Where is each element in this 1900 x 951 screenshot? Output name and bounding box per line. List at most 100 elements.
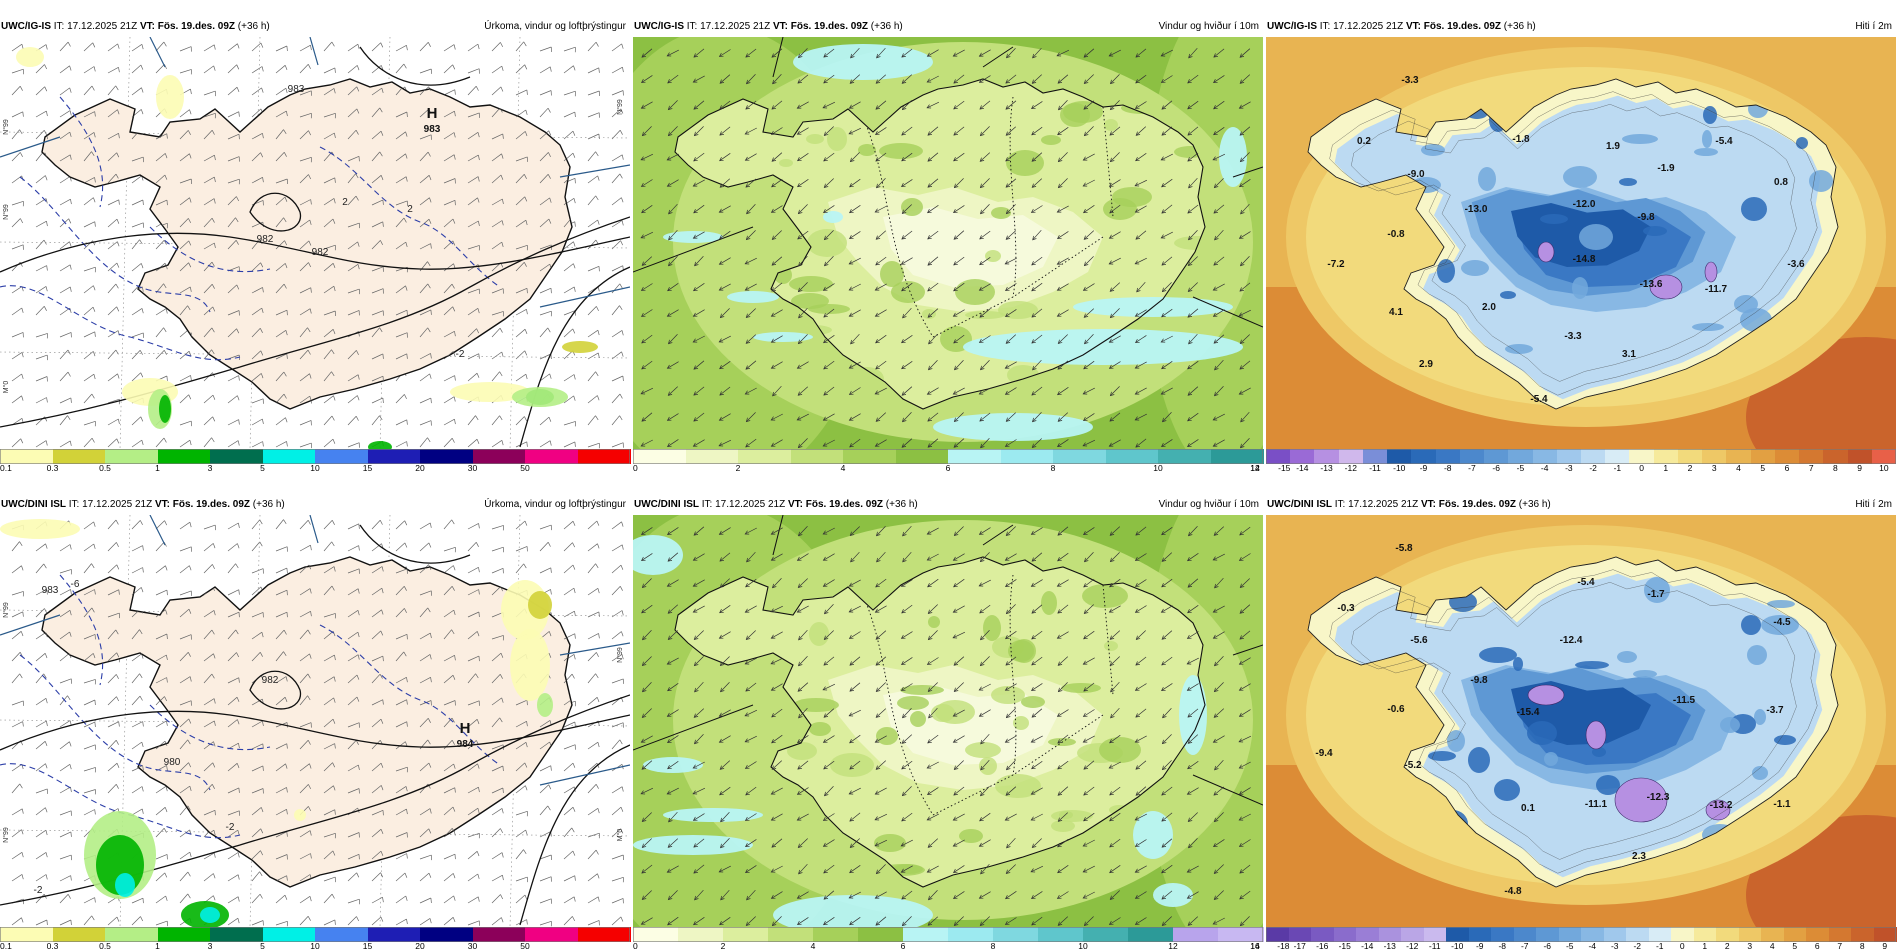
- isobar-label: 980: [164, 757, 181, 768]
- wind-barb-feather: [143, 200, 144, 205]
- wind-speed-field: [633, 515, 1263, 927]
- panel-header: UWC/IG-IS IT: 17.12.2025 21Z VT: Fös. 19…: [633, 17, 1263, 37]
- wind-barb-feather: [71, 920, 72, 925]
- lead-time: (+36 h): [871, 21, 903, 32]
- isobar-label: 982: [312, 247, 329, 258]
- graticule-edge-label: M°0: [616, 829, 624, 842]
- lead-time: (+36 h): [253, 499, 285, 510]
- wind-barb-feather: [431, 310, 432, 315]
- dashed-isoline-label: 2: [342, 197, 348, 208]
- temperature-value-label: -12.0: [1573, 199, 1596, 210]
- isobar-label: 983: [288, 84, 305, 95]
- colorbar-tick-label: 2: [736, 463, 741, 473]
- colorbar-tick-label: 10: [1879, 463, 1888, 473]
- wind-barb-feather: [383, 200, 384, 205]
- graticule-edge-label: N°99: [616, 647, 624, 663]
- dashed-isoline-label: 2: [407, 204, 413, 215]
- temperature-value-label: 3.1: [1622, 349, 1636, 360]
- graticule-edge-label: M°0: [2, 381, 10, 394]
- panel-igis-precip: UWC/IG-IS IT: 17.12.2025 21Z VT: Fös. 19…: [0, 17, 630, 472]
- panel-header: UWC/IG-IS IT: 17.12.2025 21Z VT: Fös. 19…: [1266, 17, 1896, 37]
- model-name: UWC/DINI ISL: [634, 499, 699, 510]
- panel-dini-wind: UWC/DINI ISL IT: 17.12.2025 21Z VT: Fös.…: [633, 495, 1263, 950]
- colorbar-tick-label: 1: [1663, 463, 1668, 473]
- wind-barb-feather: [575, 112, 576, 117]
- panel-title: Vindur og hviður í 10m: [1159, 17, 1259, 37]
- panel-title: Úrkoma, vindur og loftþrýstingur: [484, 495, 626, 515]
- temperature-value-label: 0.8: [1774, 177, 1788, 188]
- colorbar-tick-label: 0.1: [0, 463, 12, 473]
- colorbar-tick-label: -11: [1369, 463, 1381, 473]
- colorbar-tick-label: -12: [1345, 463, 1357, 473]
- wind-barb-feather: [335, 920, 336, 925]
- wind-barb-feather: [479, 612, 480, 617]
- panel-header: UWC/DINI ISL IT: 17.12.2025 21Z VT: Fös.…: [0, 495, 630, 515]
- colorbar-tick-label: -2: [1589, 463, 1597, 473]
- temperature-value-label: 2.9: [1419, 359, 1433, 370]
- wind-map-svg: [633, 37, 1263, 449]
- wind-barb-feather: [503, 788, 504, 793]
- wind-barb-feather: [263, 766, 264, 771]
- wind-barb-feather: [71, 398, 72, 403]
- panel-title: Hiti í 2m: [1855, 17, 1892, 37]
- temperature-value-label: -13.0: [1465, 204, 1488, 215]
- wind-barb-feather: [167, 634, 168, 639]
- high-pressure-value: 984: [457, 739, 474, 750]
- graticule-edge-label: N°99: [2, 602, 10, 618]
- colorbar-tick-label: 4: [841, 463, 846, 473]
- temperature-value-label: -1.9: [1657, 163, 1675, 174]
- temperature-value-label: -5.4: [1715, 136, 1733, 147]
- model-name: UWC/IG-IS: [634, 21, 684, 32]
- temperature-value-label: -3.3: [1564, 331, 1582, 342]
- colorbar-tick-label: 14: [1250, 463, 1259, 473]
- wind-barb-feather: [599, 134, 600, 139]
- wind-barb-feather: [335, 68, 336, 73]
- valid-time: Fös. 19.des. 09Z: [806, 499, 883, 510]
- high-pressure-value: 983: [424, 124, 441, 135]
- dashed-isoline-label: -2: [456, 349, 465, 360]
- panel-title: Vindur og hviður í 10m: [1159, 495, 1259, 515]
- colorbar-tick-label: 0: [633, 463, 638, 473]
- temperature-value-label: -3.3: [1401, 75, 1419, 86]
- colorbar-tick-label: 30: [468, 463, 477, 473]
- colorbar-tick-label: -14: [1296, 463, 1308, 473]
- colorbar-tick-label: -7: [1468, 463, 1476, 473]
- temperature-value-label: -3.6: [1787, 259, 1805, 270]
- wind-barb-feather: [527, 90, 528, 95]
- wind-barb-feather: [383, 656, 384, 661]
- valid-time: Fös. 19.des. 09Z: [173, 499, 250, 510]
- dashed-isoline-label: -6: [71, 579, 80, 590]
- wind-barb-feather: [95, 700, 96, 705]
- dashed-isoline-label: -2: [226, 822, 235, 833]
- wind-barb-feather: [503, 766, 504, 771]
- wind-barb-feather: [623, 376, 624, 381]
- colorbar-tick-label: 7: [1809, 463, 1814, 473]
- colorbar-frame: [1266, 449, 1896, 464]
- temperature-value-label: -0.8: [1387, 229, 1405, 240]
- temperature-value-label: 1.9: [1606, 141, 1620, 152]
- dashed-isoline-label: -2: [34, 885, 43, 896]
- panel-igis-temp: UWC/IG-IS IT: 17.12.2025 21Z VT: Fös. 19…: [1266, 17, 1896, 472]
- temperature-value-label: -9.8: [1637, 212, 1655, 223]
- isobar-label: 982: [257, 234, 274, 245]
- colorbar-tick-label: -6: [1492, 463, 1500, 473]
- wind-barb-feather: [431, 398, 432, 403]
- map-wind: [633, 37, 1263, 449]
- wind-barb-feather: [239, 788, 240, 793]
- lead-time: (+36 h): [886, 499, 918, 510]
- temp-map-svg: -3.30.2-1.81.9-5.4-1.9-9.0-13.0-12.00.8-…: [1266, 37, 1896, 449]
- colorbar-tick-label: 8: [1051, 463, 1056, 473]
- model-name: UWC/IG-IS: [1267, 21, 1317, 32]
- panel-header: UWC/IG-IS IT: 17.12.2025 21Z VT: Fös. 19…: [0, 17, 630, 37]
- wind-barb-feather: [407, 112, 408, 117]
- colorbar-tick-label: 15: [363, 463, 372, 473]
- colorbar-tick-label: 5: [1760, 463, 1765, 473]
- colorbar-tick-label: 0: [1639, 463, 1644, 473]
- map-wind: [633, 515, 1263, 927]
- colorbar-tick-label: -1: [1614, 463, 1622, 473]
